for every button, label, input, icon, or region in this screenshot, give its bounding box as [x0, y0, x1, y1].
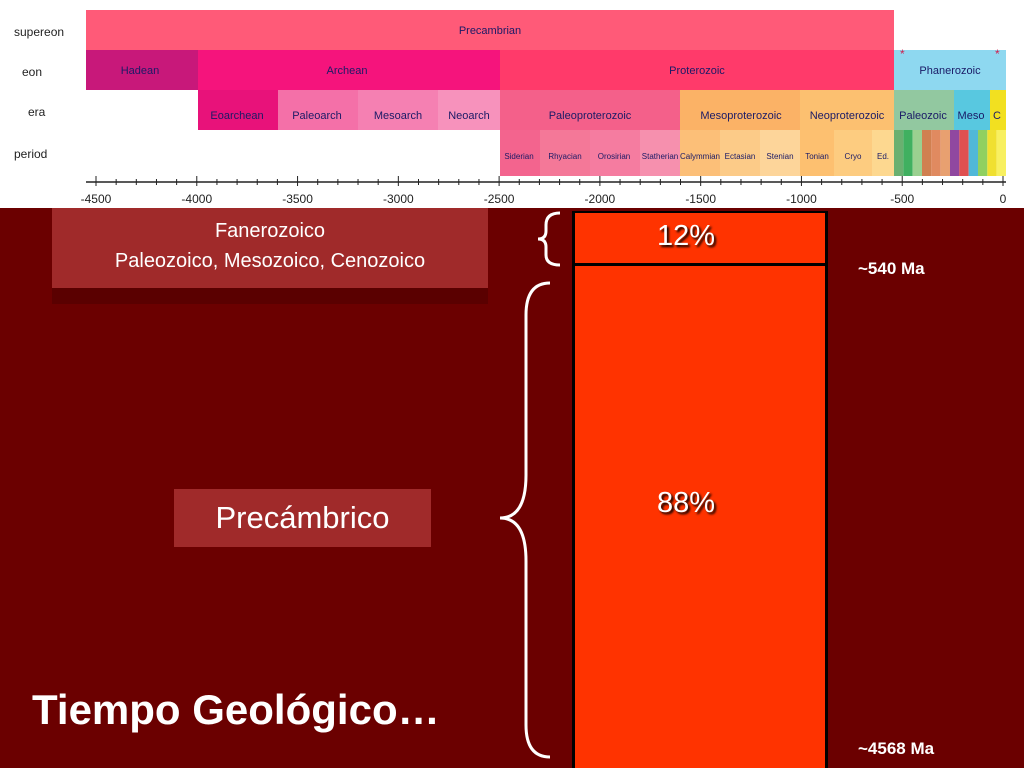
phanerozoic-period-3	[922, 130, 932, 176]
period-rhyacian-label: Rhyacian	[548, 152, 581, 161]
precambrian-callout: Precámbrico	[174, 489, 431, 547]
period-siderian-label: Siderian	[504, 152, 533, 161]
phanerozoic-period-0	[894, 130, 904, 176]
period-stenian-label: Stenian	[766, 152, 793, 161]
era-paleoarch-label: Paleoarch	[292, 110, 342, 122]
period-ediacaran-label: Ed.	[877, 152, 889, 161]
phanerozoic-callout-shadow	[52, 288, 488, 304]
period-orosirian-label: Orosirian	[598, 152, 630, 161]
phanerozoic-period-2	[912, 130, 922, 176]
period-stenian	[760, 130, 800, 176]
eon-archean	[198, 50, 500, 90]
era-paleozoic	[894, 90, 954, 130]
era-mesoproterozoic	[680, 90, 800, 130]
eon-proterozoic-label: Proterozoic	[669, 65, 725, 77]
period-ediacaran	[872, 130, 894, 176]
period-blank	[86, 130, 500, 176]
period-orosirian	[590, 130, 640, 176]
era-mesoproterozoic-label: Mesoproterozoic	[700, 110, 782, 122]
phanerozoic-segment	[575, 213, 825, 263]
era-mesoarch	[358, 90, 438, 130]
period-calymmian	[680, 130, 720, 176]
axis-tick-label: 0	[1000, 192, 1007, 206]
era-neoproterozoic-label: Neoproterozoic	[810, 110, 885, 122]
timescale-svg: supereon eon era period Precambrian Hade…	[14, 10, 1007, 206]
era-neoarch-label: Neoarch	[448, 110, 490, 122]
era-paleozoic-label: Paleozoic	[899, 110, 947, 122]
phanerozoic-percent: 12%	[657, 220, 716, 252]
period-cryogenian	[834, 130, 872, 176]
axis-tick-label: -1000	[786, 192, 817, 206]
era-blank	[86, 90, 198, 130]
period-siderian	[500, 130, 540, 176]
eon-phanerozoic	[894, 50, 1006, 90]
row-label-supereon: supereon	[14, 25, 64, 39]
geologic-timescale: supereon eon era period Precambrian Hade…	[0, 0, 1024, 208]
era-paleoarch	[278, 90, 358, 130]
phanerozoic-period-11	[996, 130, 1006, 176]
eon-phanerozoic-label: Phanerozoic	[919, 65, 981, 77]
era-neoarch	[438, 90, 500, 130]
phanerozoic-period-5	[940, 130, 950, 176]
axis-tick-label: -3000	[383, 192, 414, 206]
phanerozoic-periods	[894, 130, 1006, 176]
age-label-top: ~540 Ma	[858, 259, 925, 278]
period-statherian	[640, 130, 680, 176]
top-brace	[537, 211, 561, 267]
phanerozoic-period-8	[968, 130, 978, 176]
supereon-precambrian	[86, 10, 894, 50]
period-calymmian-label: Calymmian	[680, 152, 720, 161]
axis-tick-label: -2500	[484, 192, 515, 206]
eon-archean-label: Archean	[327, 65, 368, 77]
era-paleoproterozoic-label: Paleoproterozoic	[549, 110, 632, 122]
phanerozoic-period-1	[903, 130, 913, 176]
period-statherian-label: Statherian	[642, 152, 678, 161]
period-tonian-label: Tonian	[805, 152, 829, 161]
axis-tick-label: -1500	[685, 192, 716, 206]
phanerozoic-period-6	[950, 130, 960, 176]
phanerozoic-callout: Fanerozoico Paleozoico, Mesozoico, Cenoz…	[52, 208, 488, 288]
period-rhyacian	[540, 130, 590, 176]
eon-hadean-label: Hadean	[121, 65, 160, 77]
axis-ticks: -4500 -4000 -3500 -3000 -2500 -2000 -1500 -1000…	[81, 176, 1007, 206]
row-label-period: period	[14, 147, 47, 161]
row-label-era: era	[28, 105, 46, 119]
period-ectasian-label: Ectasian	[725, 152, 756, 161]
era-eoarchean	[198, 90, 278, 130]
eon-proterozoic	[500, 50, 894, 90]
precambrian-percent: 88%	[657, 487, 716, 519]
phanerozoic-period-4	[931, 130, 941, 176]
row-label-eon: eon	[22, 65, 42, 79]
phanerozoic-period-7	[959, 130, 969, 176]
axis-tick-label: -3500	[282, 192, 313, 206]
axis-tick-label: -2000	[585, 192, 616, 206]
star-mark-right: *	[995, 47, 1000, 61]
period-tonian	[800, 130, 834, 176]
age-label-bottom: ~4568 Ma	[858, 739, 935, 758]
bottom-brace	[499, 281, 551, 759]
era-cenozoic	[990, 90, 1006, 130]
phanerozoic-period-10	[987, 130, 997, 176]
star-mark-left: *	[900, 47, 905, 61]
era-mesozoic-label: Meso	[958, 110, 985, 122]
braces	[499, 211, 561, 759]
phanerozoic-callout-subtitle: Paleozoico, Mesozoico, Cenozoico	[114, 250, 426, 272]
precambrian-segment	[575, 266, 825, 768]
eon-hadean	[86, 50, 198, 90]
phanerozoic-callout-title: Fanerozoico	[214, 220, 326, 242]
era-mesoarch-label: Mesoarch	[374, 110, 422, 122]
period-cryogenian-label: Cryo	[845, 152, 862, 161]
era-mesozoic	[954, 90, 990, 130]
axis-tick-label: -500	[890, 192, 914, 206]
era-paleoproterozoic	[500, 90, 680, 130]
supereon-precambrian-label: Precambrian	[459, 25, 521, 37]
era-eoarchean-label: Eoarchean	[210, 110, 263, 122]
period-ectasian	[720, 130, 760, 176]
axis-tick-label: -4000	[181, 192, 212, 206]
phanerozoic-period-9	[978, 130, 988, 176]
era-cenozoic-label: C	[993, 110, 1001, 122]
slide-title: Tiempo Geológico…	[32, 686, 440, 733]
axis-tick-label: -4500	[81, 192, 112, 206]
era-neoproterozoic	[800, 90, 894, 130]
